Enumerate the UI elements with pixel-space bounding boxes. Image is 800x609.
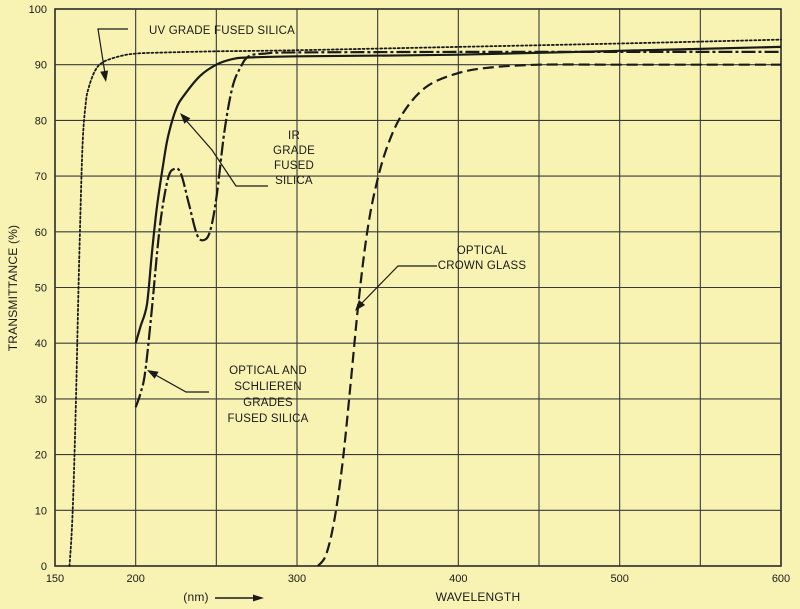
series-label-1: UV GRADE FUSED SILICA xyxy=(149,25,295,37)
series-label-2: IR xyxy=(288,130,300,142)
series-curves xyxy=(68,38,782,567)
series-leader-3 xyxy=(151,372,209,393)
y-tick-label: 60 xyxy=(35,227,47,239)
series-leader-2 xyxy=(183,117,268,187)
y-tick-label: 20 xyxy=(35,450,47,462)
arrowhead-icon xyxy=(100,70,109,82)
arrowhead-icon xyxy=(355,300,366,311)
y-tick-label: 70 xyxy=(35,171,47,183)
series-leader-4 xyxy=(359,265,437,306)
curve-annotations: UV GRADE FUSED SILICA IR GRADE FUSED SILICA O… xyxy=(97,25,527,425)
x-axis-unit-arrowhead-icon xyxy=(253,594,264,602)
x-tick-label: 300 xyxy=(288,573,306,585)
x-tick-label: 150 xyxy=(46,573,64,585)
series-line-3 xyxy=(134,50,781,408)
y-axis-label: TRANSMITTANCE (%) xyxy=(6,225,20,352)
series-label-4: CROWN GLASS xyxy=(438,260,527,272)
series-line-1 xyxy=(68,38,782,567)
x-axis-label: WAVELENGTH xyxy=(436,590,521,604)
series-label-3: SCHLIEREN xyxy=(234,381,302,393)
series-label-3: OPTICAL AND xyxy=(229,365,307,377)
x-tick-label: 600 xyxy=(772,573,790,585)
y-tick-label: 40 xyxy=(35,338,47,350)
y-tick-label: 100 xyxy=(29,4,47,16)
y-tick-label: 10 xyxy=(35,505,47,517)
series-line-4 xyxy=(317,63,781,567)
x-tick-label: 500 xyxy=(610,573,628,585)
series-label-4: OPTICAL xyxy=(457,245,508,257)
series-label-2: FUSED xyxy=(274,160,314,172)
series-label-3: FUSED SILICA xyxy=(227,413,308,425)
series-label-2: GRADE xyxy=(273,145,315,157)
arrowhead-icon xyxy=(147,370,159,379)
series-label-3: GRADES xyxy=(243,397,293,409)
y-tick-label: 50 xyxy=(35,283,47,295)
series-leader-1 xyxy=(97,28,128,81)
x-tick-label: 200 xyxy=(126,573,144,585)
x-axis-unit: (nm) xyxy=(183,590,208,604)
grid xyxy=(54,8,782,567)
y-tick-label: 0 xyxy=(41,561,47,573)
y-tick-label: 30 xyxy=(35,394,47,406)
y-tick-label: 80 xyxy=(35,115,47,127)
y-tick-label: 90 xyxy=(35,60,47,72)
arrowhead-icon xyxy=(180,113,191,124)
tick-labels: 150 200 300 400 500 600 0 10 20 30 40 50 60 70 80 90 100 xyxy=(29,4,791,585)
series-label-2: SILICA xyxy=(275,175,313,187)
series-line-2 xyxy=(134,45,782,344)
x-tick-label: 400 xyxy=(449,573,467,585)
